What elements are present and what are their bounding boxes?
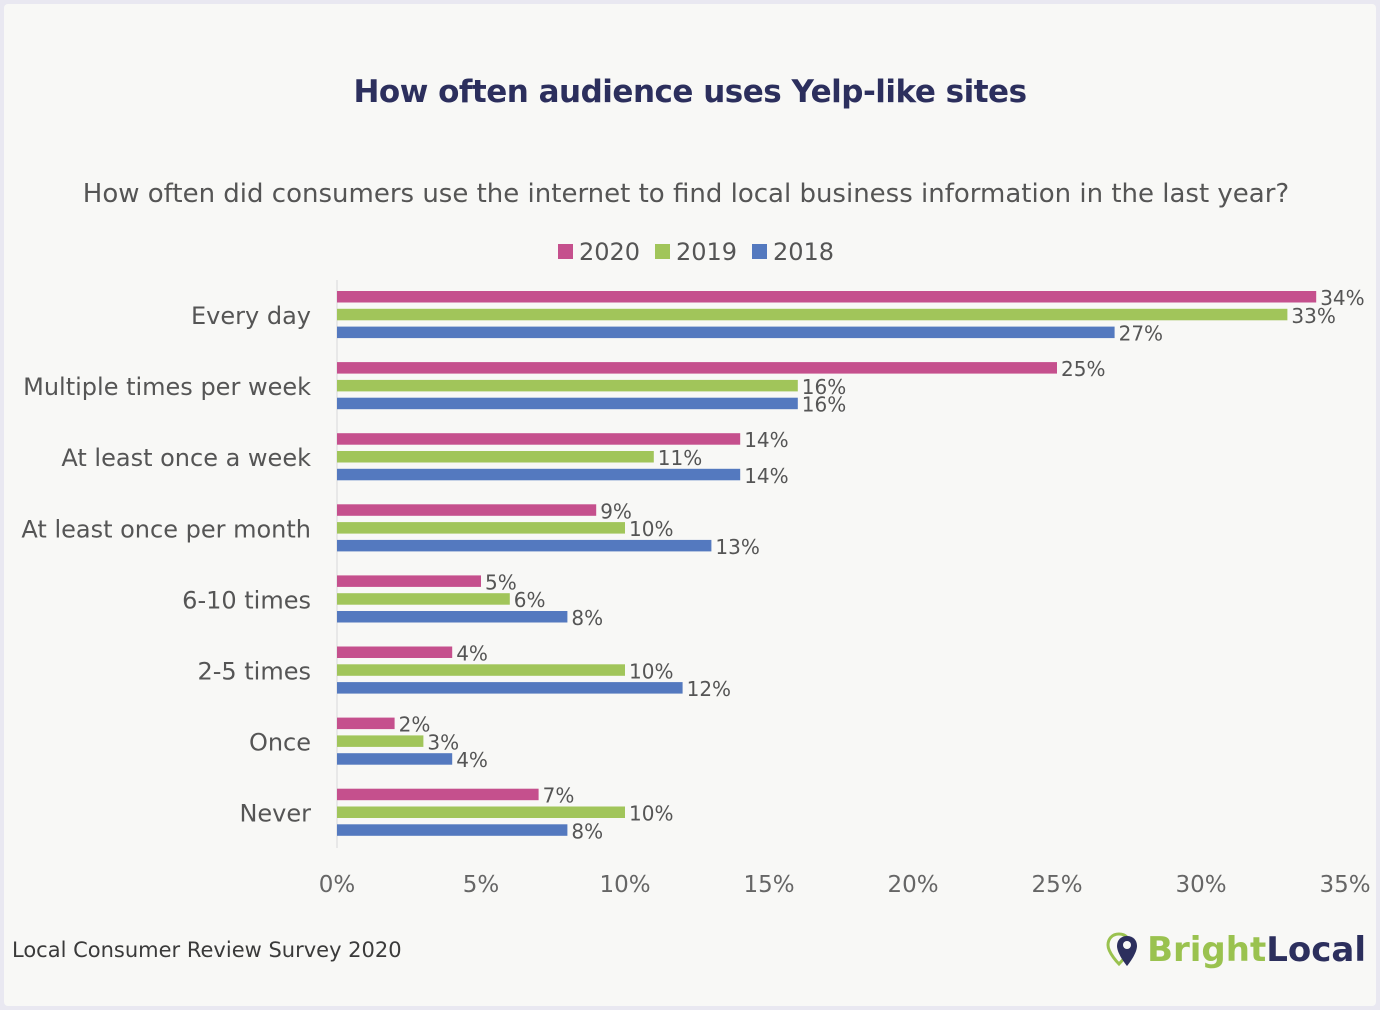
bar-2019 bbox=[337, 451, 654, 463]
chart-title: How often did consumers use the internet… bbox=[83, 179, 1289, 209]
data-label-2018: 8% bbox=[571, 606, 603, 630]
brand-name-part2: Local bbox=[1266, 930, 1366, 970]
category-label: Never bbox=[239, 800, 311, 828]
data-label-2019: 11% bbox=[658, 446, 702, 470]
bar-2018 bbox=[337, 397, 798, 410]
x-tick-label: 25% bbox=[1031, 872, 1082, 898]
data-label-2018: 13% bbox=[715, 535, 759, 559]
x-tick-label: 35% bbox=[1319, 872, 1370, 898]
data-label-2019: 10% bbox=[629, 659, 673, 683]
x-tick-label: 10% bbox=[599, 872, 650, 898]
data-label-2019: 33% bbox=[1291, 304, 1335, 328]
x-tick-label: 20% bbox=[887, 872, 938, 898]
chart-card bbox=[4, 4, 1376, 1006]
bar-2020 bbox=[337, 717, 395, 730]
data-label-2018: 14% bbox=[744, 464, 788, 488]
bar-2018 bbox=[337, 753, 453, 765]
data-label-2018: 12% bbox=[687, 677, 731, 701]
legend-swatch-2020 bbox=[558, 244, 573, 259]
category-label: At least once a week bbox=[61, 444, 311, 472]
bar-2019 bbox=[337, 379, 798, 392]
legend-label-2020: 2020 bbox=[579, 238, 640, 266]
bar-2020 bbox=[337, 788, 539, 801]
source-caption: Local Consumer Review Survey 2020 bbox=[12, 938, 402, 962]
data-label-2018: 16% bbox=[802, 393, 846, 417]
category-label: At least once per month bbox=[21, 515, 311, 543]
bar-2019 bbox=[337, 522, 625, 534]
data-label-2020: 4% bbox=[456, 642, 488, 666]
x-axis-ticks: 0% 5% 10% 15% 20% 25% 30% 35% bbox=[319, 872, 1371, 898]
bar-2018 bbox=[337, 468, 741, 481]
category-label: 2-5 times bbox=[197, 658, 311, 686]
legend: 2020 2019 2018 bbox=[558, 238, 834, 266]
data-label-2018: 8% bbox=[571, 819, 603, 843]
data-label-2020: 9% bbox=[600, 499, 632, 523]
bar-2019 bbox=[337, 735, 424, 747]
data-label-2019: 6% bbox=[514, 588, 546, 612]
data-label-2018: 27% bbox=[1119, 322, 1163, 346]
legend-swatch-2019 bbox=[655, 244, 670, 259]
category-label: Every day bbox=[191, 302, 311, 330]
brightlocal-logo: Bright Local bbox=[1105, 928, 1366, 972]
bar-2019 bbox=[337, 664, 625, 676]
bar-2018 bbox=[337, 539, 712, 552]
data-labels: 34%33%27%25%16%16%14%11%14%9%10%13%5%6%8… bbox=[399, 286, 1365, 843]
legend-label-2018: 2018 bbox=[773, 238, 834, 266]
bar-2020 bbox=[337, 646, 453, 658]
x-tick-label: 0% bbox=[319, 872, 356, 898]
bar-2019 bbox=[337, 593, 510, 605]
page-title: How often audience uses Yelp-like sites bbox=[353, 74, 1027, 110]
category-labels: Every day Multiple times per week At least… bbox=[21, 302, 311, 828]
bar-2018 bbox=[337, 824, 568, 836]
bar-2020 bbox=[337, 575, 481, 587]
bars bbox=[337, 291, 1317, 836]
data-label-2020: 7% bbox=[543, 784, 575, 808]
brand-name-part1: Bright bbox=[1147, 930, 1267, 970]
bar-2020 bbox=[337, 433, 741, 445]
data-label-2019: 10% bbox=[629, 802, 673, 826]
category-label: Multiple times per week bbox=[23, 373, 311, 401]
bar-2018 bbox=[337, 611, 568, 623]
data-label-2020: 34% bbox=[1320, 286, 1364, 310]
bar-2018 bbox=[337, 682, 683, 694]
category-label: Once bbox=[249, 729, 311, 757]
bar-2019 bbox=[337, 806, 625, 818]
bar-2020 bbox=[337, 504, 597, 516]
data-label-2018: 4% bbox=[456, 748, 488, 772]
bar-2018 bbox=[337, 326, 1115, 339]
x-tick-label: 5% bbox=[463, 872, 500, 898]
legend-label-2019: 2019 bbox=[676, 238, 737, 266]
data-label-2020: 5% bbox=[485, 570, 517, 594]
data-label-2019: 10% bbox=[629, 517, 673, 541]
category-label: 6-10 times bbox=[182, 586, 311, 614]
data-label-2019: 16% bbox=[802, 375, 846, 399]
x-tick-label: 30% bbox=[1175, 872, 1226, 898]
data-label-2020: 25% bbox=[1061, 357, 1105, 381]
bar-2019 bbox=[337, 308, 1288, 321]
x-tick-label: 15% bbox=[743, 872, 794, 898]
bar-2020 bbox=[337, 291, 1317, 303]
data-label-2019: 3% bbox=[427, 730, 459, 754]
data-label-2020: 14% bbox=[744, 428, 788, 452]
map-pin-icon bbox=[1106, 932, 1138, 967]
bar-2020 bbox=[337, 362, 1057, 374]
data-label-2020: 2% bbox=[399, 713, 431, 737]
legend-swatch-2018 bbox=[752, 244, 767, 259]
